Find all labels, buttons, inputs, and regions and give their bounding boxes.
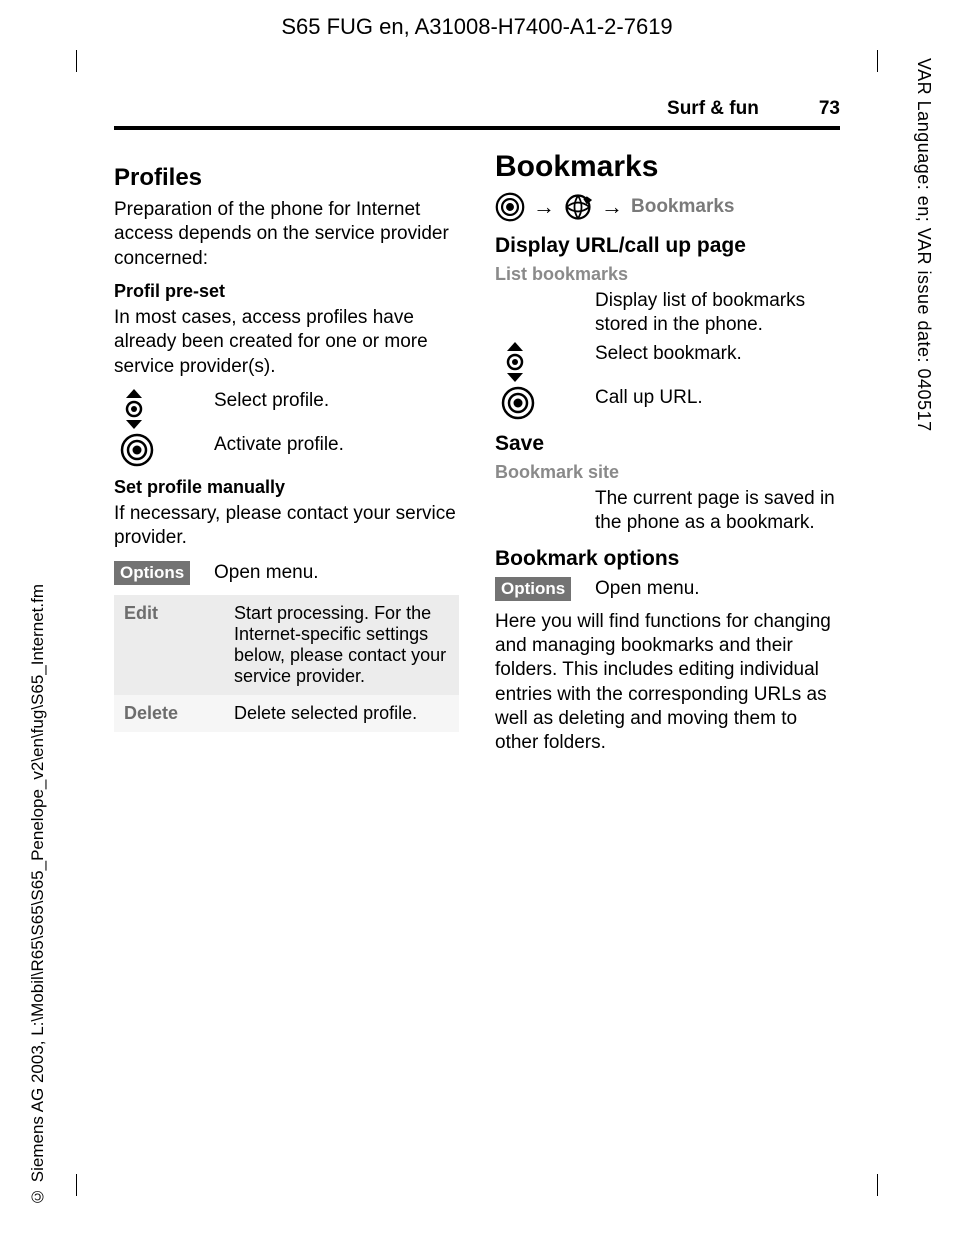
arrow-icon: → bbox=[601, 194, 623, 220]
page: S65 FUG en, A31008-H7400-A1-2-7619 VAR L… bbox=[0, 0, 954, 1246]
crop-tick bbox=[76, 1174, 77, 1196]
arrow-icon: → bbox=[533, 194, 555, 220]
preset-text: In most cases, access profiles have alre… bbox=[114, 306, 459, 379]
joystick-updown-icon bbox=[495, 342, 595, 382]
profiles-intro: Preparation of the phone for Internet ac… bbox=[114, 198, 459, 271]
activate-profile-text: Activate profile. bbox=[214, 433, 459, 457]
bookmark-site-desc-row: The current page is saved in the phone a… bbox=[495, 487, 840, 536]
list-desc-row: Display list of bookmarks stored in the … bbox=[495, 289, 840, 338]
select-bookmark-row: Select bookmark. bbox=[495, 342, 840, 382]
crop-tick bbox=[76, 50, 77, 72]
left-column: Profiles Preparation of the phone for In… bbox=[114, 150, 459, 765]
list-desc-text: Display list of bookmarks stored in the … bbox=[595, 289, 840, 338]
select-profile-text: Select profile. bbox=[214, 389, 459, 413]
content-columns: Profiles Preparation of the phone for In… bbox=[114, 150, 840, 765]
select-bookmark-text: Select bookmark. bbox=[595, 342, 840, 366]
header-section: Surf & fun bbox=[667, 98, 759, 120]
open-menu-text: Open menu. bbox=[214, 561, 459, 585]
center-button-icon bbox=[495, 192, 525, 222]
options-badge: Options bbox=[114, 561, 190, 585]
crop-tick bbox=[877, 1174, 878, 1196]
crop-tick bbox=[877, 50, 878, 72]
table-row: Delete Delete selected profile. bbox=[114, 695, 459, 732]
select-profile-row: Select profile. bbox=[114, 389, 459, 429]
call-url-row: Call up URL. bbox=[495, 386, 840, 420]
open-menu-text-right: Open menu. bbox=[595, 577, 840, 601]
table-row: Edit Start processing. For the Internet-… bbox=[114, 595, 459, 695]
nav-bookmarks-label: Bookmarks bbox=[631, 196, 735, 218]
delete-key: Delete bbox=[114, 695, 224, 732]
bookmark-options-heading: Bookmark options bbox=[495, 547, 840, 571]
options-row-right: Options Open menu. bbox=[495, 577, 840, 601]
header-page-number: 73 bbox=[819, 98, 840, 120]
delete-value: Delete selected profile. bbox=[224, 695, 459, 732]
display-url-heading: Display URL/call up page bbox=[495, 234, 840, 258]
profiles-heading: Profiles bbox=[114, 164, 459, 192]
globe-icon bbox=[563, 192, 593, 222]
bookmark-options-text: Here you will find functions for changin… bbox=[495, 610, 840, 756]
options-row: Options Open menu. bbox=[114, 561, 459, 585]
joystick-updown-icon bbox=[114, 389, 214, 429]
list-bookmarks-label: List bookmarks bbox=[495, 264, 840, 285]
page-header: Surf & fun 73 bbox=[114, 98, 840, 130]
nav-path: → → Bookmarks bbox=[495, 192, 840, 222]
doc-title: S65 FUG en, A31008-H7400-A1-2-7619 bbox=[0, 14, 954, 40]
save-heading: Save bbox=[495, 432, 840, 456]
options-badge: Options bbox=[495, 577, 571, 601]
manual-text: If necessary, please contact your servic… bbox=[114, 502, 459, 551]
center-button-icon bbox=[495, 386, 595, 420]
side-note-left: © Siemens AG 2003, L:\Mobil\R65\S65\S65_… bbox=[28, 584, 48, 1206]
activate-profile-row: Activate profile. bbox=[114, 433, 459, 467]
edit-key: Edit bbox=[114, 595, 224, 695]
bookmark-site-label: Bookmark site bbox=[495, 462, 840, 483]
bookmark-site-desc: The current page is saved in the phone a… bbox=[595, 487, 840, 536]
call-url-text: Call up URL. bbox=[595, 386, 840, 410]
preset-heading: Profil pre-set bbox=[114, 281, 459, 302]
edit-value: Start processing. For the Internet-speci… bbox=[224, 595, 459, 695]
manual-heading: Set profile manually bbox=[114, 477, 459, 498]
bookmarks-heading: Bookmarks bbox=[495, 150, 840, 184]
right-column: Bookmarks → bbox=[495, 150, 840, 765]
center-button-icon bbox=[114, 433, 214, 467]
side-note-right: VAR Language: en; VAR issue date: 040517 bbox=[913, 58, 934, 432]
profile-options-table: Edit Start processing. For the Internet-… bbox=[114, 595, 459, 732]
